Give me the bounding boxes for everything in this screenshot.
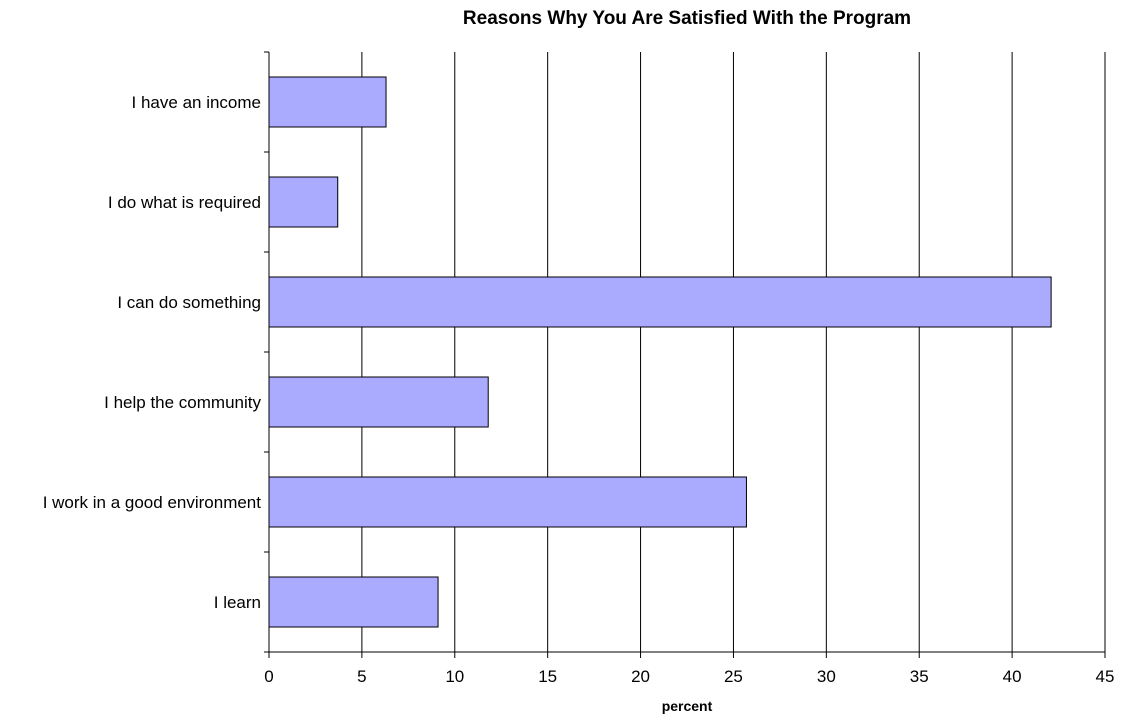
- x-tick-labels: 0 5 10 15 20 25 30 35 40 45: [264, 667, 1114, 686]
- x-tick-label: 35: [910, 667, 929, 686]
- x-tick-label: 10: [445, 667, 464, 686]
- x-tick-label: 0: [264, 667, 273, 686]
- chart-title: Reasons Why You Are Satisfied With the P…: [463, 8, 911, 29]
- x-tick-label: 30: [817, 667, 836, 686]
- category-labels: I have an income I do what is required I c…: [43, 93, 262, 612]
- bar: [269, 177, 338, 227]
- x-tick-label: 20: [631, 667, 650, 686]
- x-tick-label: 5: [357, 667, 366, 686]
- category-label: I work in a good environment: [43, 493, 262, 512]
- x-axis-label: percent: [662, 698, 713, 714]
- axes: [264, 52, 1105, 658]
- x-tick-label: 45: [1096, 667, 1115, 686]
- category-label: I learn: [214, 593, 261, 612]
- gridlines: [362, 52, 1105, 652]
- category-label: I can do something: [117, 293, 261, 312]
- bar: [269, 477, 746, 527]
- category-label: I do what is required: [108, 193, 261, 212]
- x-tick-label: 25: [724, 667, 743, 686]
- bar: [269, 77, 386, 127]
- category-label: I have an income: [132, 93, 261, 112]
- bar: [269, 277, 1051, 327]
- x-tick-label: 15: [538, 667, 557, 686]
- x-tick-label: 40: [1003, 667, 1022, 686]
- bars: [269, 77, 1051, 627]
- bar: [269, 377, 488, 427]
- category-label: I help the community: [104, 393, 261, 412]
- bar: [269, 577, 438, 627]
